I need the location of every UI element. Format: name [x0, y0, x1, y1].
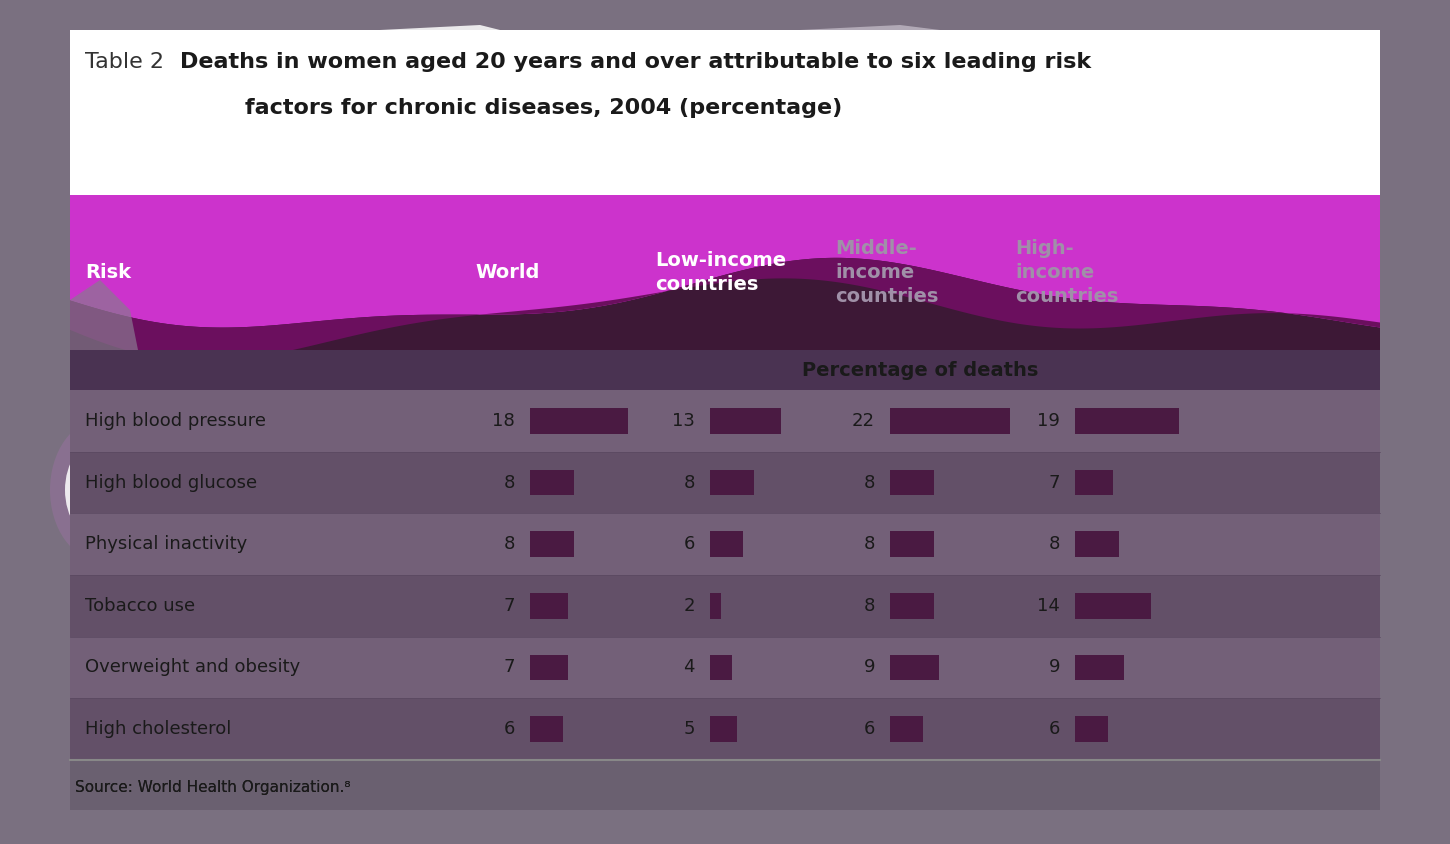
Text: High blood pressure: High blood pressure — [86, 412, 265, 430]
FancyBboxPatch shape — [70, 760, 1380, 810]
Text: 8: 8 — [503, 473, 515, 491]
FancyBboxPatch shape — [70, 452, 1380, 513]
Text: Table 2: Table 2 — [86, 52, 164, 72]
Text: High blood glucose: High blood glucose — [86, 473, 257, 491]
FancyBboxPatch shape — [890, 469, 934, 495]
Text: Deaths in women aged 20 years and over attributable to six leading risk: Deaths in women aged 20 years and over a… — [180, 52, 1090, 72]
FancyBboxPatch shape — [531, 592, 568, 619]
Polygon shape — [790, 25, 1040, 195]
Text: 8: 8 — [503, 535, 515, 553]
Text: 4: 4 — [683, 658, 695, 677]
Text: 8: 8 — [683, 473, 695, 491]
Text: 6: 6 — [503, 720, 515, 738]
Polygon shape — [70, 280, 141, 510]
FancyBboxPatch shape — [710, 717, 737, 742]
FancyBboxPatch shape — [70, 513, 1380, 575]
FancyBboxPatch shape — [531, 717, 563, 742]
Text: World: World — [476, 263, 539, 282]
Text: 6: 6 — [683, 535, 695, 553]
FancyBboxPatch shape — [710, 592, 721, 619]
Text: 19: 19 — [1037, 412, 1060, 430]
Text: 5: 5 — [683, 720, 695, 738]
Text: Source: World Health Organization.⁸: Source: World Health Organization.⁸ — [75, 780, 351, 795]
Text: Percentage of deaths: Percentage of deaths — [802, 360, 1038, 380]
Text: factors for chronic diseases, 2004 (percentage): factors for chronic diseases, 2004 (perc… — [245, 98, 842, 118]
Text: Overweight and obesity: Overweight and obesity — [86, 658, 300, 677]
FancyBboxPatch shape — [890, 531, 934, 557]
Text: 8: 8 — [864, 597, 874, 614]
Text: 13: 13 — [673, 412, 695, 430]
Text: High cholesterol: High cholesterol — [86, 720, 232, 738]
FancyBboxPatch shape — [70, 30, 1380, 195]
FancyBboxPatch shape — [70, 390, 1380, 452]
FancyBboxPatch shape — [1074, 469, 1114, 495]
FancyBboxPatch shape — [710, 655, 732, 680]
FancyBboxPatch shape — [1074, 717, 1108, 742]
FancyBboxPatch shape — [890, 592, 934, 619]
Text: 7: 7 — [503, 597, 515, 614]
Text: 8: 8 — [864, 535, 874, 553]
Ellipse shape — [65, 440, 135, 540]
FancyBboxPatch shape — [70, 350, 1380, 390]
Text: 18: 18 — [492, 412, 515, 430]
Text: 8: 8 — [864, 473, 874, 491]
FancyBboxPatch shape — [1074, 408, 1179, 434]
FancyBboxPatch shape — [710, 408, 782, 434]
Polygon shape — [70, 195, 1380, 327]
Text: Middle-
income
countries: Middle- income countries — [835, 240, 938, 306]
Text: High-
income
countries: High- income countries — [1015, 240, 1118, 306]
Text: 14: 14 — [1037, 597, 1060, 614]
Text: 9: 9 — [864, 658, 874, 677]
Text: 22: 22 — [853, 412, 874, 430]
FancyBboxPatch shape — [70, 636, 1380, 698]
Polygon shape — [360, 25, 560, 185]
Text: Low-income
countries: Low-income countries — [655, 252, 786, 294]
Text: 6: 6 — [864, 720, 874, 738]
FancyBboxPatch shape — [531, 655, 568, 680]
Text: 8: 8 — [1048, 535, 1060, 553]
FancyBboxPatch shape — [890, 408, 1011, 434]
FancyBboxPatch shape — [70, 575, 1380, 636]
Ellipse shape — [49, 420, 149, 560]
FancyBboxPatch shape — [890, 655, 940, 680]
FancyBboxPatch shape — [1074, 531, 1118, 557]
FancyBboxPatch shape — [531, 531, 574, 557]
Text: Physical inactivity: Physical inactivity — [86, 535, 248, 553]
FancyBboxPatch shape — [70, 195, 1380, 350]
Polygon shape — [70, 257, 1380, 361]
Text: 7: 7 — [1048, 473, 1060, 491]
FancyBboxPatch shape — [890, 717, 922, 742]
Text: Risk: Risk — [86, 263, 130, 282]
FancyBboxPatch shape — [531, 408, 628, 434]
FancyBboxPatch shape — [1074, 592, 1151, 619]
FancyBboxPatch shape — [710, 531, 742, 557]
Text: 6: 6 — [1048, 720, 1060, 738]
Polygon shape — [70, 30, 300, 110]
Text: Tobacco use: Tobacco use — [86, 597, 196, 614]
Text: 7: 7 — [503, 658, 515, 677]
Text: 9: 9 — [1048, 658, 1060, 677]
FancyBboxPatch shape — [70, 698, 1380, 760]
FancyBboxPatch shape — [55, 15, 1395, 825]
FancyBboxPatch shape — [1074, 655, 1124, 680]
Text: 2: 2 — [683, 597, 695, 614]
FancyBboxPatch shape — [710, 469, 754, 495]
FancyBboxPatch shape — [531, 469, 574, 495]
Text: Source: World Health Organization.⁸: Source: World Health Organization.⁸ — [75, 780, 351, 795]
